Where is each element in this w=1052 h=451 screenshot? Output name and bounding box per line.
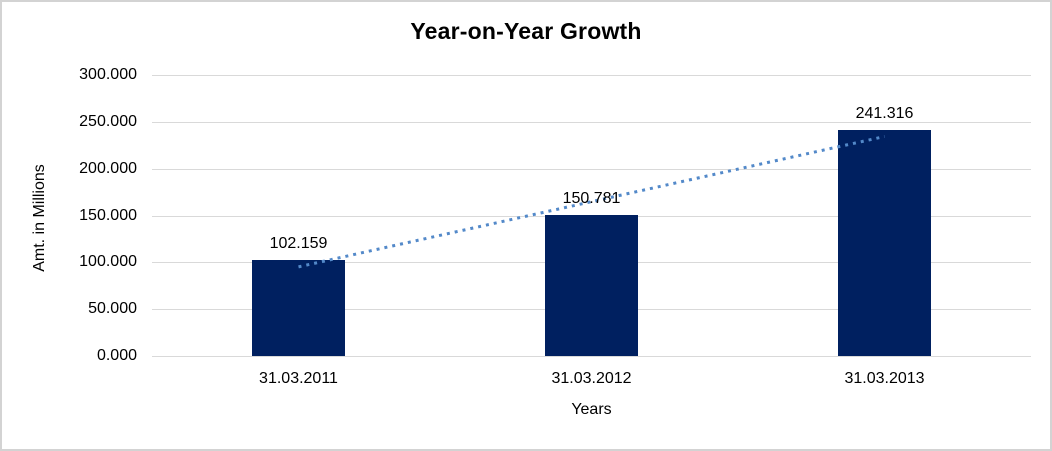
data-label: 102.159 [269,235,328,253]
y-tick-label: 50.000 [88,300,137,318]
plot-area: 102.159 150.781 241.316 [152,75,1031,357]
gridline [152,75,1031,76]
y-tick-label: 200.000 [79,159,137,177]
chart-title: Year-on-Year Growth [410,18,642,44]
data-label: 241.316 [855,104,914,122]
gridline [152,356,1031,357]
x-tick-label: 31.03.2011 [259,370,338,387]
gridline [152,121,1031,123]
x-tick-label: 31.03.2013 [844,370,925,387]
x-axis-tick-labels: 31.03.2011 31.03.2012 31.03.2013 [152,370,1031,390]
bar-31.03.2012 [545,214,638,356]
y-tick-label: 300.000 [79,66,137,83]
x-axis-title: Years [571,401,612,418]
gridline [152,168,1031,170]
data-label: 150.781 [562,189,621,207]
bar-31.03.2013 [838,129,931,356]
x-tick-label: 31.03.2012 [551,370,632,387]
y-tick-label: 0.000 [96,347,137,364]
bar-31.03.2011 [252,260,345,356]
y-tick-label: 150.000 [79,206,137,224]
y-tick-label: 100.000 [79,253,137,271]
y-tick-label: 250.000 [79,112,137,130]
y-axis-tick-labels: 0.000 50.000 100.000 150.000 200.000 250.000 3… [2,66,137,364]
